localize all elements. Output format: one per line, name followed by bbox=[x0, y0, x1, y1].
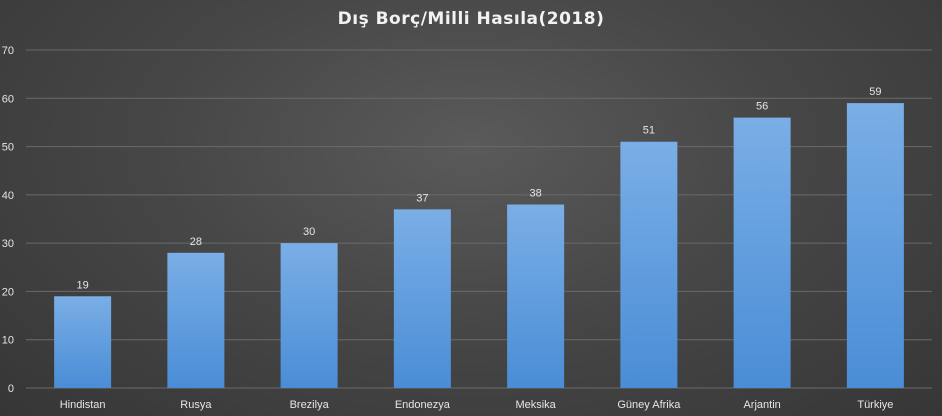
x-tick-label: Türkiye bbox=[857, 399, 893, 411]
chart-title: Dış Borç/Milli Hasıla(2018) bbox=[337, 9, 605, 29]
y-tick-label: 30 bbox=[2, 238, 14, 250]
y-tick-label: 70 bbox=[2, 45, 14, 57]
data-label: 28 bbox=[190, 236, 202, 248]
bar-endonezya bbox=[393, 209, 451, 388]
x-tick-label: Hindistan bbox=[60, 399, 106, 411]
y-tick-label: 0 bbox=[8, 383, 14, 395]
y-tick-label: 40 bbox=[2, 190, 14, 202]
bar-güney-afrika bbox=[620, 141, 678, 388]
x-axis-ticks: Hindistan Rusya Brezilya Endonezya Meksika Gü… bbox=[60, 399, 894, 411]
bar-arjantin bbox=[733, 117, 791, 388]
bar-hindistan bbox=[54, 296, 112, 388]
data-label: 56 bbox=[756, 101, 768, 113]
bar-türkiye bbox=[846, 103, 904, 388]
x-tick-label: Rusya bbox=[180, 399, 212, 411]
data-label: 51 bbox=[643, 125, 655, 137]
y-tick-label: 60 bbox=[2, 93, 14, 105]
x-tick-label: Brezilya bbox=[290, 399, 330, 411]
data-label: 38 bbox=[530, 188, 542, 200]
y-tick-label: 10 bbox=[2, 335, 14, 347]
y-tick-label: 20 bbox=[2, 286, 14, 298]
data-label: 59 bbox=[869, 86, 881, 98]
y-tick-label: 50 bbox=[2, 142, 14, 154]
data-label: 30 bbox=[303, 226, 315, 238]
x-tick-label: Arjantin bbox=[743, 399, 780, 411]
x-tick-label: Endonezya bbox=[395, 399, 451, 411]
bars bbox=[54, 103, 904, 388]
y-axis-ticks: 0 10 20 30 40 50 60 70 bbox=[2, 45, 14, 395]
x-tick-label: Güney Afrika bbox=[617, 399, 681, 411]
bar-meksika bbox=[507, 204, 565, 388]
data-label: 19 bbox=[77, 279, 89, 291]
data-labels: 19 28 30 37 38 51 56 59 bbox=[77, 86, 882, 291]
data-label: 37 bbox=[416, 192, 428, 204]
bar-rusya bbox=[167, 252, 225, 388]
gridlines bbox=[26, 49, 932, 389]
x-tick-label: Meksika bbox=[515, 399, 556, 411]
bar-brezilya bbox=[280, 243, 338, 388]
